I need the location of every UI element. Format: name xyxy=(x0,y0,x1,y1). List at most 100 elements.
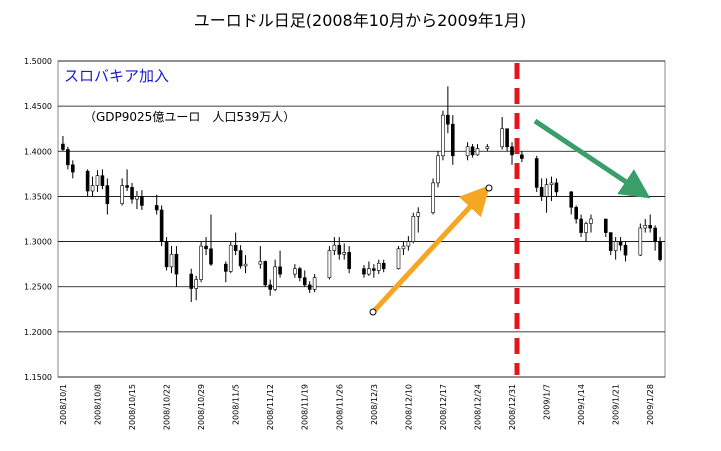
y-tick-label: 1.4000 xyxy=(24,147,52,156)
x-tick-label: 2008/12/24 xyxy=(473,384,482,430)
y-tick-label: 1.4500 xyxy=(24,102,52,111)
candle-body xyxy=(90,185,95,192)
candle-body xyxy=(238,250,243,267)
candle-body xyxy=(441,114,445,157)
candle-body xyxy=(569,191,574,208)
candle-body xyxy=(372,268,376,271)
candle-body xyxy=(278,266,282,275)
annotation: （GDP9025億ユーロ 人口539万人） xyxy=(84,110,295,124)
candle-body xyxy=(194,279,198,289)
candle-body xyxy=(623,244,628,256)
x-tick-label: 2008/11/26 xyxy=(335,384,344,430)
candle-body xyxy=(510,146,514,156)
candle-body xyxy=(332,244,337,251)
candle-body xyxy=(154,205,159,211)
candle-body xyxy=(189,273,194,289)
candle-body xyxy=(603,218,608,233)
candle-body xyxy=(263,261,268,286)
candle-body xyxy=(327,250,332,278)
candle-body xyxy=(243,263,248,267)
candle-body xyxy=(125,185,129,188)
candle-body xyxy=(66,149,70,166)
x-tick-label: 2008/11/12 xyxy=(266,384,275,430)
candle-body xyxy=(95,175,100,186)
candle-body xyxy=(648,225,652,229)
candle-body xyxy=(120,185,124,204)
candle-body xyxy=(470,146,475,156)
candle-body xyxy=(584,223,588,233)
x-tick-label: 2009/1/21 xyxy=(612,384,621,425)
candle-body xyxy=(61,143,65,150)
candle-body xyxy=(589,218,593,224)
candle-body xyxy=(302,277,307,286)
candle-body xyxy=(362,268,366,275)
candle-body xyxy=(159,209,164,242)
candle-body xyxy=(500,128,504,148)
x-tick-label: 2009/1/7 xyxy=(543,384,552,420)
candle-body xyxy=(613,241,618,251)
candle-body xyxy=(406,241,411,247)
arrow-start xyxy=(369,308,377,316)
candle-body xyxy=(485,146,490,149)
candle-body xyxy=(105,185,110,204)
x-tick-label: 2008/10/29 xyxy=(197,384,206,430)
x-tick-label: 2009/1/28 xyxy=(646,384,655,425)
candle-body xyxy=(643,225,648,229)
candle-body xyxy=(135,196,139,200)
candle-body xyxy=(658,241,662,260)
candle-body xyxy=(140,196,144,206)
candle-body xyxy=(618,241,623,246)
y-tick-label: 1.1500 xyxy=(24,373,52,382)
candle-body xyxy=(293,268,297,275)
candle-body xyxy=(337,244,342,255)
candle-body xyxy=(446,114,450,125)
x-tick-label: 2009/1/14 xyxy=(577,384,586,425)
candle-body xyxy=(85,170,90,192)
up-arrow xyxy=(372,184,491,313)
candle-body xyxy=(450,123,455,157)
plot-frame xyxy=(57,60,666,378)
x-tick-label: 2008/11/5 xyxy=(232,384,241,425)
x-tick-label: 2008/10/15 xyxy=(128,384,137,430)
candle-body xyxy=(416,212,421,217)
y-tick-label: 1.2000 xyxy=(24,328,52,337)
candle-body xyxy=(100,175,105,186)
candle-body xyxy=(209,248,213,265)
candle-body xyxy=(273,266,277,290)
annotation: スロバキア加入 xyxy=(64,67,169,85)
candle-body xyxy=(544,184,549,197)
x-tick-label: 2008/11/19 xyxy=(301,384,310,430)
candle-body xyxy=(431,182,435,213)
candle-body xyxy=(347,252,351,269)
candle-body xyxy=(465,146,470,157)
candle-body xyxy=(376,262,381,271)
candle-body xyxy=(174,253,179,275)
candle-body xyxy=(554,182,559,193)
candle-body xyxy=(342,252,347,255)
candle-body xyxy=(653,227,657,242)
candle-body xyxy=(223,263,228,272)
candle-body xyxy=(608,232,613,251)
y-tick-label: 1.5000 xyxy=(24,57,52,66)
candle-body xyxy=(298,268,302,278)
candle-body xyxy=(258,261,263,265)
candle-body xyxy=(312,277,317,290)
candle-body xyxy=(401,245,406,250)
y-tick-label: 1.3500 xyxy=(24,192,52,201)
candle-body xyxy=(475,148,480,156)
arrow-end xyxy=(485,184,493,192)
down-arrow xyxy=(533,118,651,199)
candle-body xyxy=(534,158,539,188)
candle-body xyxy=(228,244,233,272)
candle-body xyxy=(130,187,134,200)
y-tick-label: 1.2500 xyxy=(24,283,52,292)
candle-body xyxy=(233,244,238,251)
candle-body xyxy=(199,245,203,280)
candle-body xyxy=(520,154,524,159)
x-tick-label: 2008/12/3 xyxy=(370,384,379,425)
candle-body xyxy=(396,248,401,269)
candle-body xyxy=(164,241,169,268)
candle-body xyxy=(268,284,273,290)
candle-body xyxy=(505,128,509,148)
